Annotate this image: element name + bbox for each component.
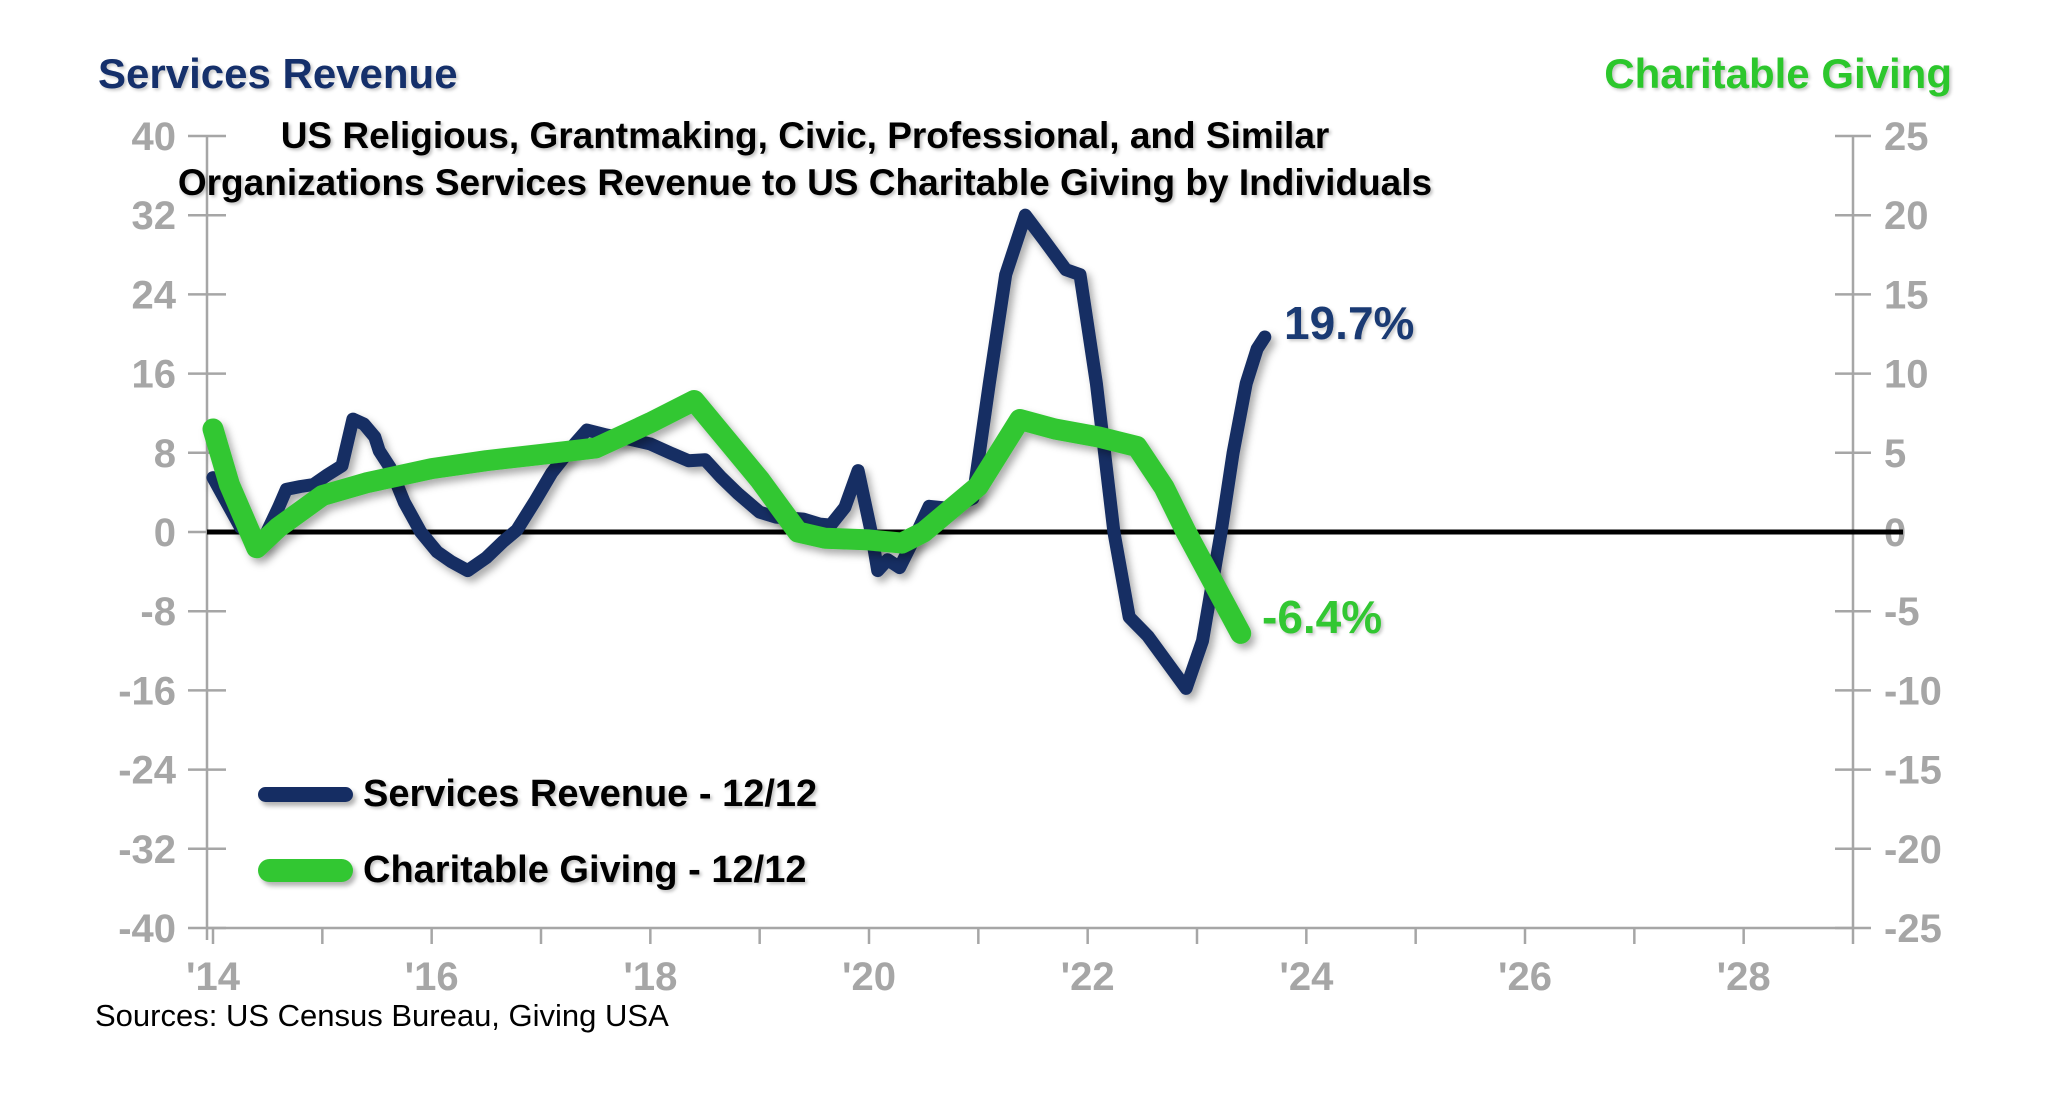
x-axis-tick-label: '18 — [623, 955, 677, 999]
annotation-charitable-giving-value: -6.4% — [1262, 591, 1383, 643]
left-axis-tick-label: 0 — [154, 511, 176, 555]
left-axis-tick-label: 32 — [132, 194, 177, 238]
annotation-services-revenue-value: 19.7% — [1284, 297, 1415, 349]
chart-title: US Religious, Grantmaking, Civic, Profes… — [140, 112, 1470, 206]
right-axis-title: Charitable Giving — [1604, 50, 1952, 97]
left-axis-title: Services Revenue — [98, 50, 458, 97]
x-axis-tick-label: '24 — [1279, 955, 1334, 999]
source-note: Sources: US Census Bureau, Giving USA — [95, 998, 669, 1033]
left-axis-tick-label: -40 — [118, 907, 176, 951]
x-axis-tick-label: '14 — [186, 955, 241, 999]
x-axis-tick-label: '22 — [1061, 955, 1115, 999]
left-axis-tick-label: 16 — [132, 353, 177, 397]
x-axis-tick-label: '28 — [1717, 955, 1771, 999]
right-axis-tick-label: -15 — [1884, 749, 1942, 793]
left-axis-tick-label: 24 — [132, 273, 177, 317]
left-axis-tick-label: -32 — [118, 828, 176, 872]
x-axis-tick-label: '26 — [1498, 955, 1552, 999]
left-axis-tick-label: 40 — [132, 115, 177, 159]
legend-item-services-revenue: Services Revenue - 12/12 — [258, 768, 817, 820]
legend-item-charitable-giving: Charitable Giving - 12/12 — [258, 844, 806, 896]
legend-label-services-revenue: Services Revenue - 12/12 — [363, 772, 818, 815]
right-axis-tick-label: 25 — [1884, 115, 1929, 159]
right-axis-tick-label: 10 — [1884, 353, 1929, 397]
legend-swatch-services-revenue — [258, 786, 353, 802]
left-axis-tick-label: -16 — [118, 669, 176, 713]
right-axis-tick-label: 5 — [1884, 432, 1906, 476]
right-axis-tick-label: 15 — [1884, 273, 1929, 317]
right-axis-tick-label: 20 — [1884, 194, 1929, 238]
series-line-charitable-giving — [202, 390, 1252, 644]
right-axis-tick-label: -5 — [1884, 590, 1920, 634]
chart-title-line1: US Religious, Grantmaking, Civic, Profes… — [280, 115, 1330, 156]
chart-title-line2: Organizations Services Revenue to US Cha… — [177, 162, 1433, 203]
series-line-services-revenue — [206, 208, 1272, 695]
left-axis-tick-label: -24 — [118, 749, 177, 793]
legend-swatch-charitable-giving — [258, 858, 353, 882]
x-axis-tick-label: '20 — [842, 955, 896, 999]
right-axis-tick-label: -10 — [1884, 669, 1942, 713]
right-axis-tick-label: -25 — [1884, 907, 1942, 951]
legend-label-charitable-giving: Charitable Giving - 12/12 — [363, 848, 807, 891]
x-axis-tick-label: '16 — [405, 955, 459, 999]
right-axis-tick-label: -20 — [1884, 828, 1942, 872]
left-axis-tick-label: -8 — [140, 590, 176, 634]
left-axis-tick-label: 8 — [154, 432, 176, 476]
